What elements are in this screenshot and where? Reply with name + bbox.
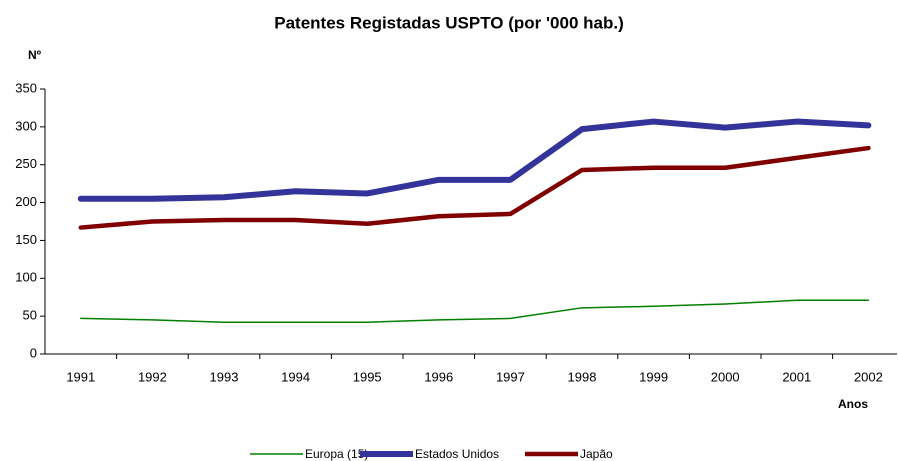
y-axis-label: Nº [28, 48, 42, 62]
y-tick-label: 150 [15, 232, 37, 247]
x-axis-label: Anos [838, 397, 868, 411]
legend-label: Japão [580, 447, 613, 461]
x-tick-label: 2001 [782, 369, 811, 384]
x-tick-label: 1993 [210, 369, 239, 384]
x-tick-label: 2000 [711, 369, 740, 384]
x-tick-label: 1994 [281, 369, 310, 384]
x-tick-label: 1991 [66, 369, 95, 384]
x-tick-label: 1995 [353, 369, 382, 384]
series-line [78, 145, 871, 230]
y-tick-label: 300 [15, 118, 37, 133]
y-tick-label: 250 [15, 156, 37, 171]
series-line [80, 299, 870, 323]
series-line [77, 118, 872, 202]
y-tick-label: 0 [30, 345, 37, 360]
chart-title: Patentes Registadas USPTO (por '000 hab.… [274, 13, 624, 32]
x-tick-label: 1998 [568, 369, 597, 384]
y-tick-label: 50 [23, 308, 37, 323]
y-tick-label: 200 [15, 194, 37, 209]
x-tick-label: 2002 [854, 369, 883, 384]
y-tick-label: 100 [15, 270, 37, 285]
x-tick-label: 1999 [639, 369, 668, 384]
x-tick-label: 1992 [138, 369, 167, 384]
x-tick-label: 1996 [424, 369, 453, 384]
x-tick-label: 1997 [496, 369, 525, 384]
legend-label: Europa (15) [305, 447, 368, 461]
legend-label: Estados Unidos [415, 447, 499, 461]
y-tick-label: 350 [15, 80, 37, 95]
